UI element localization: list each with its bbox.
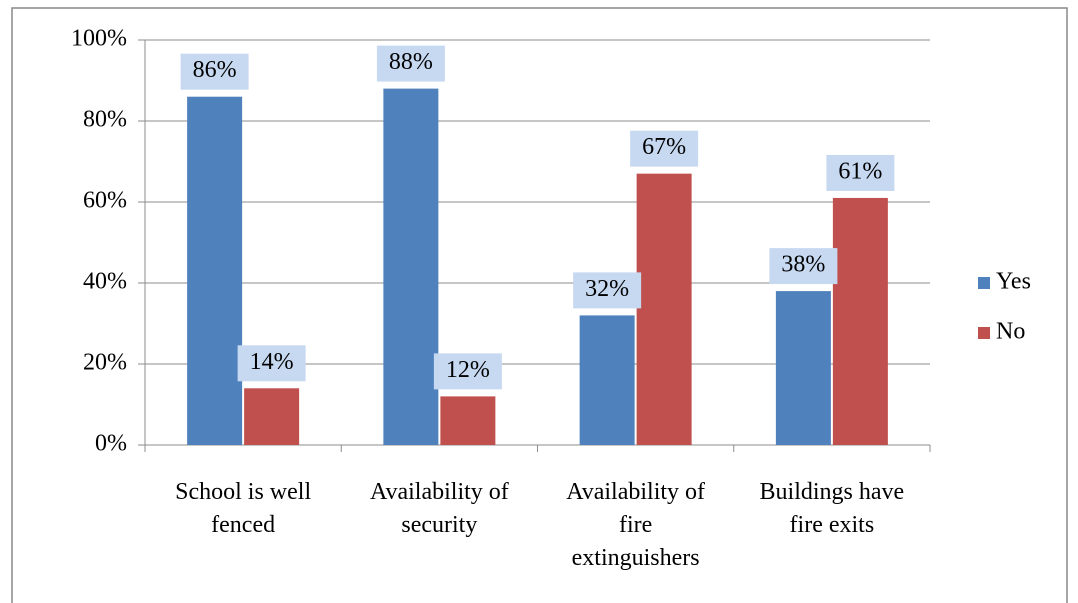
chart-frame — [11, 7, 1068, 603]
value-label-bg — [376, 45, 445, 82]
x-tick-label: Availability of fire extinguishers — [566, 479, 705, 571]
value-label-bg — [573, 272, 642, 309]
bar — [244, 388, 300, 445]
x-tick-label: Availability of security — [370, 479, 509, 538]
value-label: 88% — [389, 49, 433, 75]
value-label: 61% — [838, 158, 882, 184]
value-label-bg — [826, 154, 895, 191]
value-label: 32% — [585, 276, 629, 302]
value-label: 12% — [446, 357, 490, 383]
y-tick-label: 80% — [83, 107, 127, 133]
x-tick-label: School is well fenced — [175, 479, 311, 538]
y-tick-label: 100% — [71, 26, 127, 52]
value-label-bg — [433, 353, 502, 390]
legend-label: Yes — [996, 269, 1031, 295]
bar — [187, 96, 243, 445]
legend-swatch — [978, 327, 990, 339]
y-tick-label: 40% — [83, 269, 127, 295]
bar — [579, 315, 635, 445]
value-label-bg — [180, 53, 249, 90]
bar — [775, 291, 831, 445]
value-label: 38% — [781, 252, 825, 278]
value-label: 86% — [193, 57, 237, 83]
value-label: 67% — [642, 134, 686, 160]
y-tick-label: 20% — [83, 350, 127, 376]
x-tick-label: Buildings have fire exits — [760, 479, 905, 538]
y-tick-label: 60% — [83, 188, 127, 214]
value-label: 14% — [250, 349, 294, 375]
legend-label: No — [996, 319, 1025, 345]
value-label-bg — [237, 345, 306, 382]
legend-swatch — [978, 277, 990, 289]
bar — [383, 88, 439, 445]
y-tick-label: 0% — [95, 431, 127, 457]
bar — [440, 396, 496, 445]
bar — [636, 173, 692, 445]
bar — [832, 197, 888, 445]
value-label-bg — [630, 130, 699, 167]
value-label-bg — [769, 248, 838, 285]
